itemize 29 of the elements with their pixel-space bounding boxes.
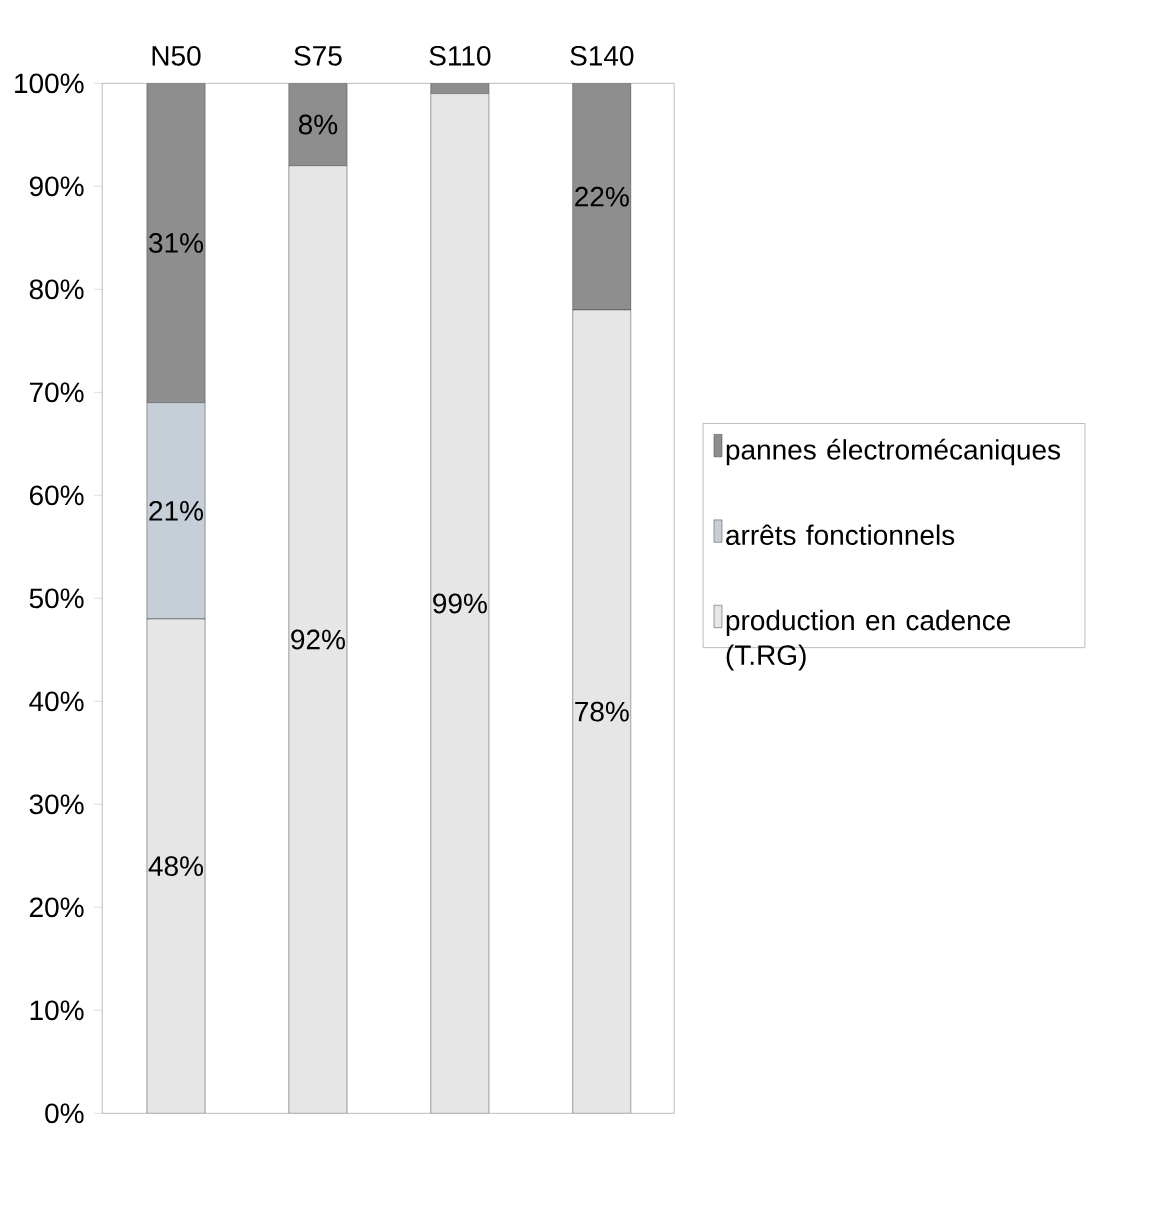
y-tick-label: 0% — [45, 1103, 84, 1124]
x-tick-label: S140 — [570, 45, 634, 66]
bar — [288, 83, 348, 166]
y-tick-label: 40% — [29, 691, 84, 712]
y-tick-label: 10% — [30, 1000, 84, 1021]
data-label: 21% — [149, 500, 204, 521]
legend-label: arrêts fonctionnels — [726, 524, 955, 546]
bar — [572, 83, 632, 311]
x-tick-label: S75 — [294, 45, 342, 66]
data-label: 92% — [291, 629, 345, 650]
data-label: 22% — [575, 186, 629, 207]
data-label: 31% — [149, 233, 204, 253]
data-label: 78% — [575, 701, 629, 722]
bar — [146, 83, 206, 403]
data-label: 8% — [298, 114, 338, 135]
x-tick-label: S110 — [429, 45, 491, 66]
data-label: 48% — [148, 856, 204, 877]
y-tick-label: 60% — [29, 485, 84, 506]
y-tick-label: 30% — [29, 794, 84, 815]
x-tick-label: N50 — [152, 45, 201, 66]
legend-label: pannes électromécaniques — [726, 438, 1061, 466]
data-label: 99% — [433, 593, 487, 614]
legend-label: production en cadence (T.RG) — [726, 609, 1011, 671]
y-tick-label: 50% — [29, 588, 84, 609]
y-tick-label: 20% — [29, 897, 84, 918]
y-tick-label: 100% — [15, 73, 84, 94]
y-tick-label: 70% — [29, 382, 84, 403]
y-tick-label: 90% — [29, 176, 84, 197]
y-tick-label: 80% — [29, 279, 84, 300]
